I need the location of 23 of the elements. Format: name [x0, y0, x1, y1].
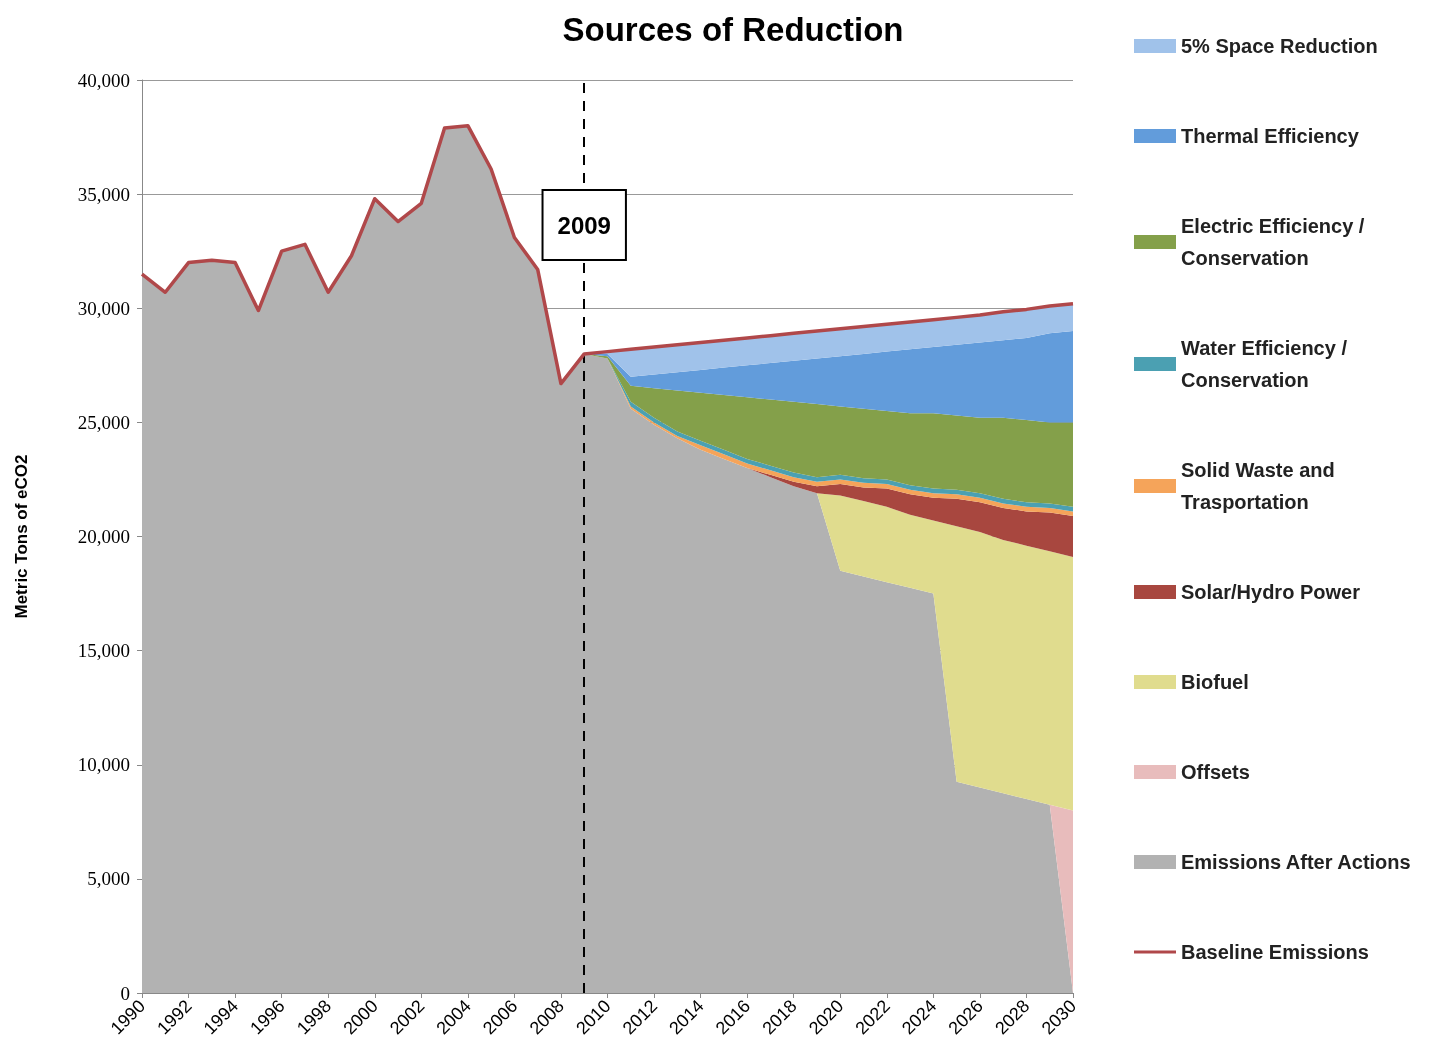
legend-label: Baseline Emissions [1181, 941, 1369, 963]
legend-label: Thermal Efficiency [1181, 125, 1360, 147]
y-axis-title: Metric Tons of eCO2 [12, 454, 31, 619]
line-series [140, 123, 1075, 386]
y-tick-label: 15,000 [77, 640, 130, 662]
y-tick-label: 20,000 [77, 526, 130, 547]
legend-label: Emissions After Actions [1181, 851, 1411, 873]
legend-label: Solar/Hydro Power [1181, 581, 1361, 603]
legend-label: Biofuel [1181, 671, 1249, 693]
y-tick-label: 0 [120, 982, 130, 1004]
legend-label: Electric Efficiency / Conservation [1181, 215, 1370, 269]
y-tick-label: 40,000 [77, 69, 130, 91]
y-tick-label: 5,000 [87, 868, 130, 890]
legend-label: Water Efficiency / Conservation [1181, 337, 1353, 391]
y-tick-label: 25,000 [77, 411, 130, 433]
y-tick-label: 35,000 [77, 183, 130, 205]
chart-title: Sources of Reduction [562, 11, 904, 48]
legend-label: Offsets [1181, 761, 1250, 783]
y-tick-label: 30,000 [77, 297, 130, 319]
ref-line-label: 2009 [557, 211, 611, 239]
y-tick-label: 10,000 [77, 754, 130, 776]
legend-label: Solid Waste and Trasportation [1181, 459, 1341, 513]
legend-label: 5% Space Reduction [1181, 35, 1378, 57]
